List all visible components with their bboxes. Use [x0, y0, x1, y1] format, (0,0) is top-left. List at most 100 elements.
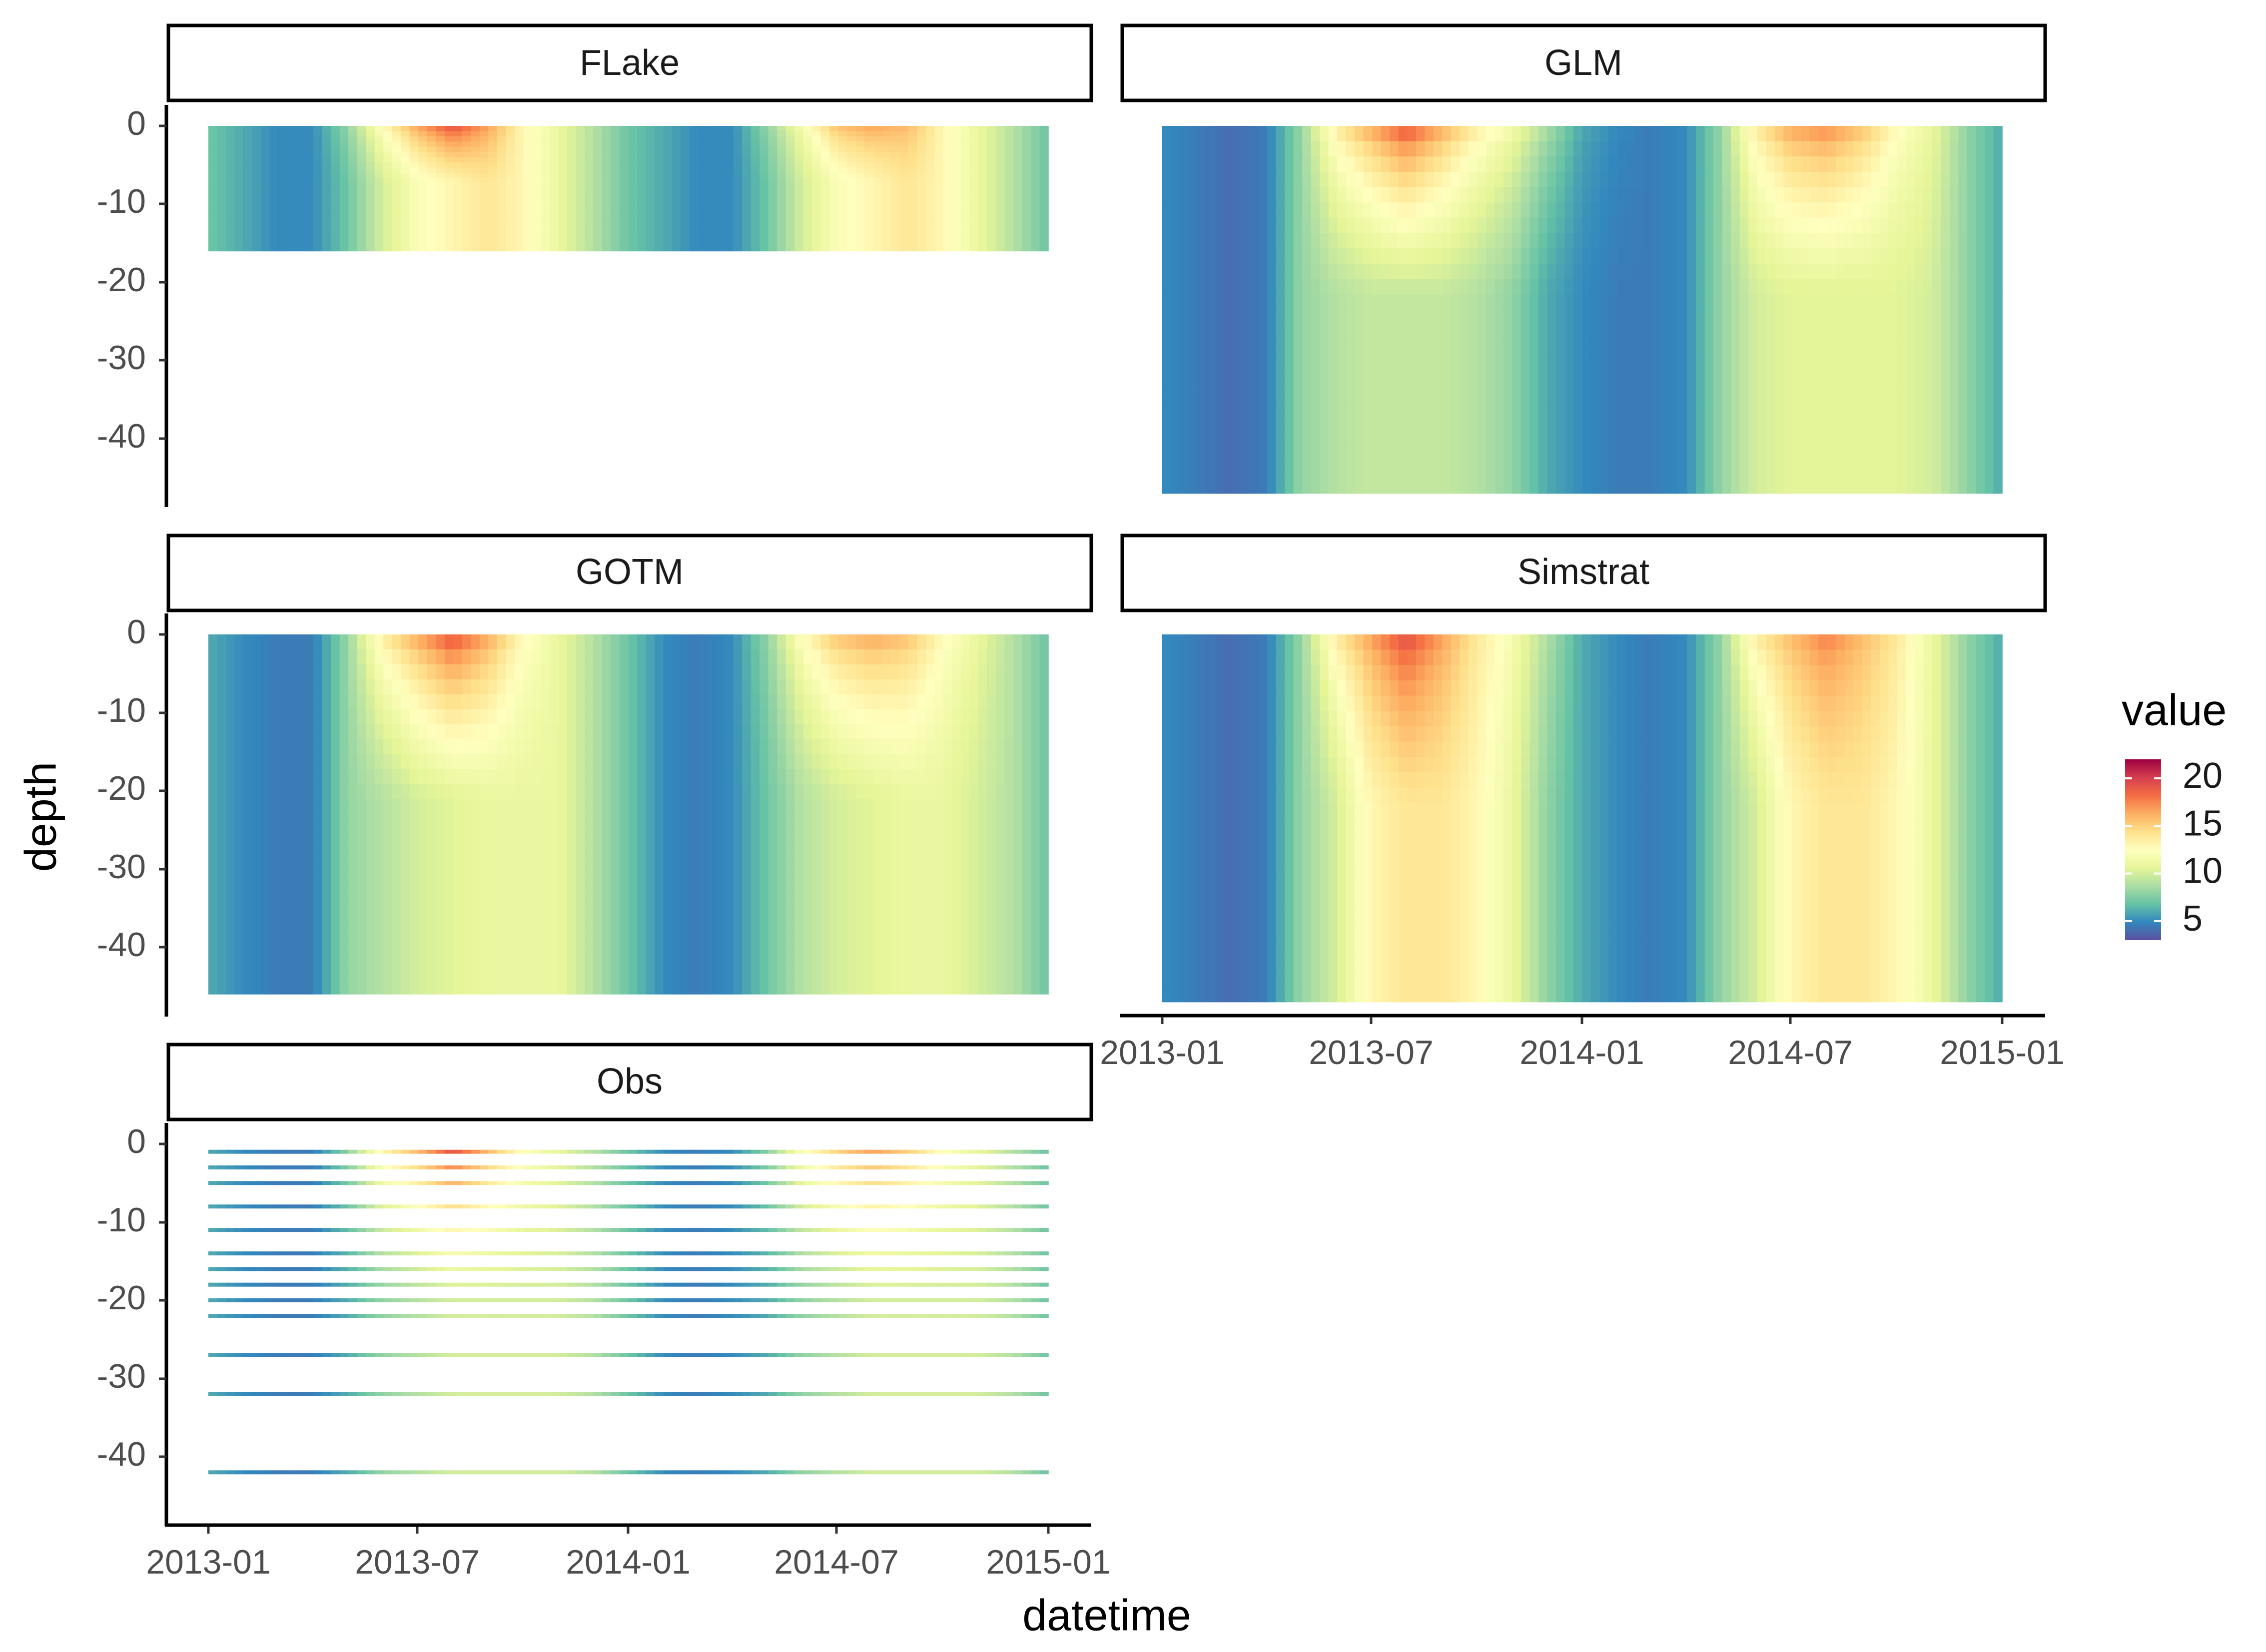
heatmap-cell: [1774, 141, 1784, 157]
heatmap-cell: [1223, 171, 1233, 188]
heatmap-cell: [278, 784, 288, 800]
heatmap-cell: [1293, 294, 1303, 310]
heatmap-cell: [1363, 463, 1373, 479]
heatmap-cell: [1871, 309, 1880, 326]
heatmap-cell: [1634, 340, 1644, 356]
heatmap-cell: [1722, 141, 1731, 157]
heatmap-cell: [313, 199, 323, 205]
heatmap-cell: [576, 193, 585, 199]
heatmap-cell: [1398, 202, 1408, 218]
heatmap-cell: [1941, 217, 1950, 234]
heatmap-cell: [820, 172, 830, 179]
heatmap-cell: [619, 172, 629, 179]
heatmap-cell: [1486, 401, 1496, 418]
heatmap-cell: [1030, 162, 1040, 168]
heatmap-cell: [681, 214, 690, 220]
heatmap-cell: [243, 919, 253, 935]
heatmap-cell: [882, 235, 891, 241]
heatmap-cell: [296, 199, 305, 205]
heatmap-cell: [462, 167, 472, 173]
heatmap-cell: [584, 131, 594, 137]
heatmap-cell: [978, 188, 988, 194]
heatmap-cell: [304, 649, 314, 665]
heatmap-cell: [1713, 386, 1723, 402]
heatmap-cell: [960, 136, 970, 142]
heatmap-cell: [960, 126, 970, 132]
heatmap-cell: [1809, 279, 1819, 295]
heatmap-cell: [655, 131, 664, 137]
heatmap-cell: [1285, 340, 1294, 356]
heatmap-cell: [1442, 294, 1452, 310]
heatmap-cell: [960, 167, 970, 173]
heatmap-cell: [1967, 340, 1977, 356]
heatmap-cell: [584, 209, 594, 215]
heatmap-cell: [785, 141, 795, 147]
heatmap-cell: [1853, 401, 1863, 418]
heatmap-cell: [313, 162, 323, 168]
heatmap-cell: [479, 225, 489, 231]
heatmap-cell: [1398, 447, 1408, 464]
heatmap-cell: [1468, 294, 1478, 310]
heatmap-cell: [313, 904, 323, 920]
heatmap-cell: [1337, 478, 1347, 494]
heatmap-cell: [1433, 325, 1443, 341]
heatmap-cell: [1923, 309, 1933, 326]
heatmap-cell: [899, 172, 909, 179]
heatmap-cell: [1722, 187, 1731, 203]
heatmap-cell: [1512, 263, 1521, 280]
heatmap-cell: [943, 214, 953, 220]
heatmap-cell: [1267, 325, 1277, 341]
heatmap-cell: [1337, 233, 1347, 249]
heatmap-cell: [1529, 248, 1539, 264]
heatmap-cell: [803, 162, 813, 168]
heatmap-cell: [733, 183, 743, 189]
heatmap-cell: [383, 183, 393, 189]
heatmap-cell: [234, 784, 244, 800]
heatmap-cell: [777, 188, 786, 194]
heatmap-cell: [1757, 309, 1767, 326]
heatmap-cell: [1320, 263, 1329, 280]
heatmap-cell: [313, 141, 323, 147]
heatmap-cell: [646, 230, 655, 236]
heatmap-cell: [1582, 478, 1591, 494]
heatmap-cell: [1363, 126, 1373, 142]
heatmap-cell: [1993, 187, 2003, 203]
heatmap-cell: [322, 141, 331, 147]
heatmap-cell: [1739, 340, 1749, 356]
heatmap-cell: [1547, 171, 1556, 188]
heatmap-cell: [681, 230, 690, 236]
heatmap-cell: [471, 219, 480, 226]
heatmap-cell: [1188, 355, 1198, 372]
heatmap-cell: [479, 199, 489, 205]
heatmap-cell: [252, 146, 261, 152]
heatmap-cell: [725, 183, 734, 189]
heatmap-cell: [1416, 202, 1426, 218]
heatmap-cell: [287, 904, 296, 920]
heatmap-cell: [1188, 171, 1198, 188]
heatmap-cell: [1267, 432, 1277, 448]
heatmap-cell: [1976, 478, 1985, 494]
heatmap-cell: [296, 126, 305, 132]
heatmap-cell: [427, 240, 437, 246]
heatmap-cell: [1311, 156, 1320, 172]
heatmap-cell: [1425, 233, 1434, 249]
heatmap-cell: [1398, 263, 1408, 280]
heatmap-cell: [1162, 217, 1172, 234]
heatmap-cell: [1731, 478, 1740, 494]
heatmap-cell: [1503, 309, 1513, 326]
heatmap-cell: [322, 694, 331, 710]
heatmap-cell: [1503, 371, 1513, 387]
heatmap-cell: [1004, 214, 1014, 220]
heatmap-cell: [1713, 248, 1723, 264]
heatmap-cell: [1355, 309, 1364, 326]
heatmap-cell: [444, 152, 454, 158]
heatmap-cell: [681, 131, 690, 137]
heatmap-cell: [628, 167, 638, 173]
heatmap-cell: [208, 219, 218, 226]
heatmap-cell: [1285, 386, 1294, 402]
heatmap-cell: [576, 136, 585, 142]
heatmap-cell: [1976, 355, 1985, 372]
heatmap-cell: [1520, 355, 1530, 372]
heatmap-cell: [217, 874, 226, 890]
heatmap-cell: [304, 131, 314, 137]
